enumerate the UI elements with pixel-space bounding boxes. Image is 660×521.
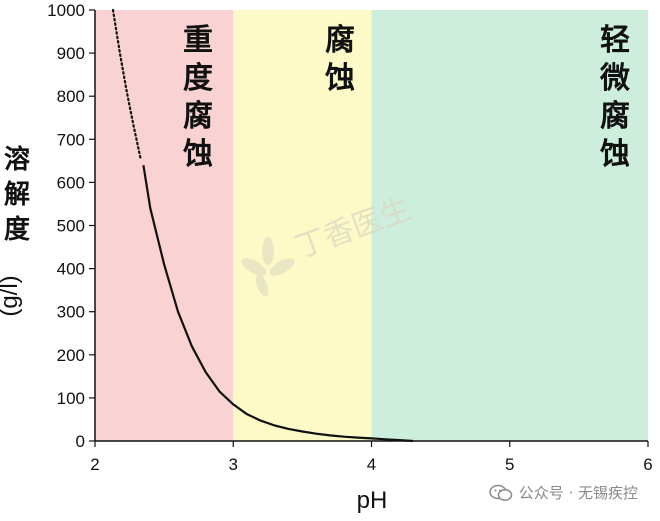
x-axis-label: pH <box>357 487 388 514</box>
y-tick-label: 100 <box>57 389 85 408</box>
zone-label-char: 蚀 <box>324 61 355 96</box>
y-label-char: 度 <box>4 214 30 245</box>
corrosion-zones <box>95 10 648 441</box>
y-tick-label: 600 <box>57 173 85 192</box>
y-tick-label: 500 <box>57 217 85 236</box>
zone-label-char: 腐 <box>183 99 213 134</box>
credit: 公众号 · 无锡疾控 <box>488 482 638 503</box>
y-label-char: 溶 <box>4 144 30 175</box>
y-tick-label: 900 <box>57 44 85 63</box>
x-tick-label: 4 <box>367 455 376 474</box>
x-tick-label: 2 <box>90 455 99 474</box>
curve-dotted-segment <box>111 8 142 160</box>
y-tick-label: 1000 <box>47 1 85 20</box>
y-label-unit: (g/l) <box>0 275 23 316</box>
x-tick-label: 6 <box>643 455 652 474</box>
leaf-logo <box>241 237 295 297</box>
zone-band-0 <box>95 10 234 441</box>
x-tick-label: 5 <box>505 455 514 474</box>
zone-label-char: 微 <box>599 61 630 96</box>
zone-label-char: 腐 <box>325 23 355 58</box>
y-label-char: 解 <box>4 180 30 210</box>
y-tick-label: 800 <box>57 87 85 106</box>
y-axis-label: 溶解度 (g/l) <box>0 144 30 317</box>
solubility-curve <box>111 8 414 443</box>
curve-solid-segment <box>142 165 414 443</box>
y-tick-label: 200 <box>57 346 85 365</box>
zone-label-char: 重 <box>183 23 213 58</box>
y-tick-label: 300 <box>57 303 85 322</box>
zone-label-char: 轻 <box>600 23 630 58</box>
zone-label-char: 蚀 <box>182 137 213 172</box>
credit-text: 公众号 · 无锡疾控 <box>518 484 638 502</box>
y-tick-label: 700 <box>57 130 85 149</box>
axes: 0 100 200 300 400 500 600 700 800 900 1000 2 3 4 5 6 <box>47 1 653 474</box>
zone-label-char: 腐 <box>600 99 630 134</box>
wechat-icon <box>488 484 512 501</box>
zone-label-char: 度 <box>183 61 213 96</box>
zone-label-char: 蚀 <box>599 137 630 172</box>
zone-band-1 <box>233 10 372 441</box>
y-tick-label: 400 <box>57 260 85 279</box>
y-tick-label: 0 <box>76 432 85 451</box>
x-tick-label: 3 <box>229 455 238 474</box>
zone-band-2 <box>371 10 648 441</box>
